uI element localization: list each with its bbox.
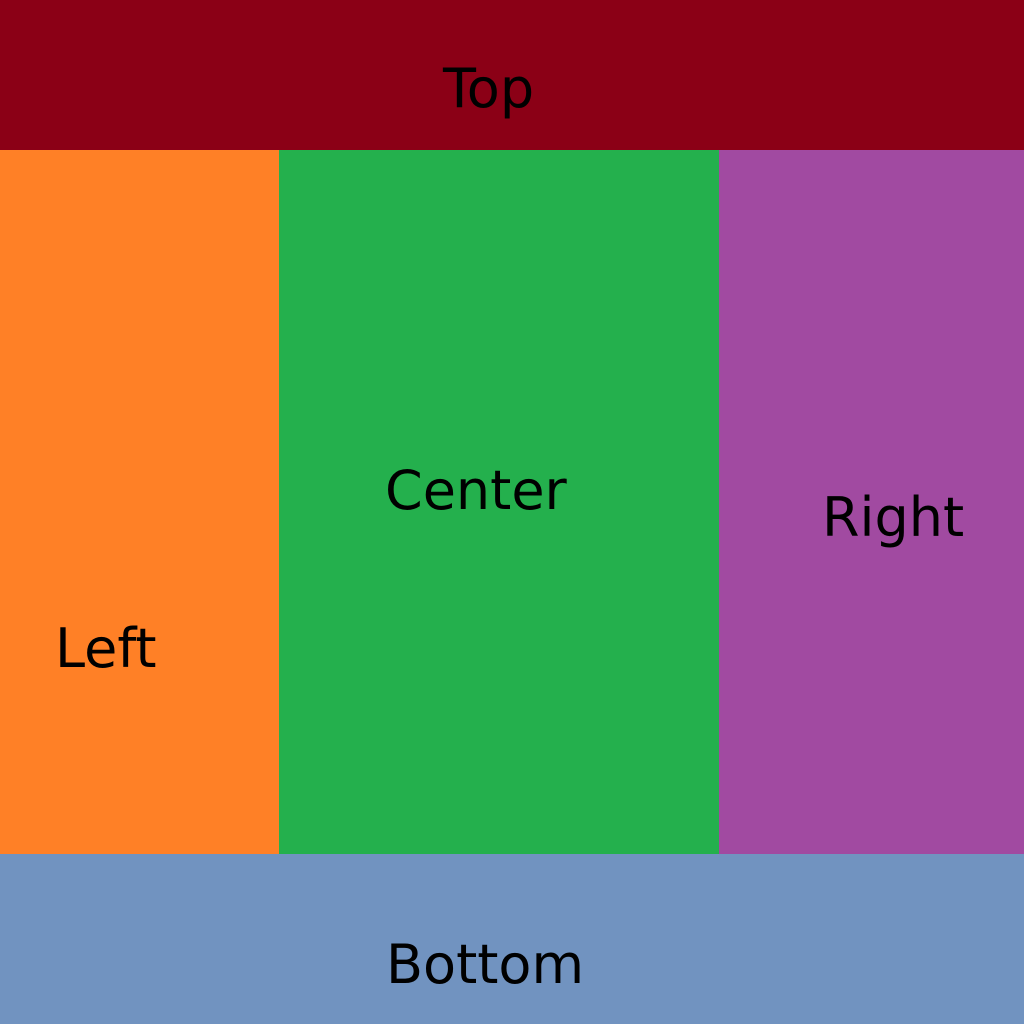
- left-label: Left: [55, 622, 157, 676]
- center-region: Center: [279, 150, 719, 855]
- center-label: Center: [385, 464, 567, 518]
- right-region: Right: [719, 150, 1024, 854]
- bottom-label: Bottom: [386, 938, 584, 992]
- bottom-region: Bottom: [0, 854, 1024, 1024]
- top-region: Top: [0, 0, 1024, 150]
- right-label: Right: [822, 491, 964, 545]
- top-label: Top: [443, 62, 534, 116]
- left-region: Left: [0, 150, 279, 856]
